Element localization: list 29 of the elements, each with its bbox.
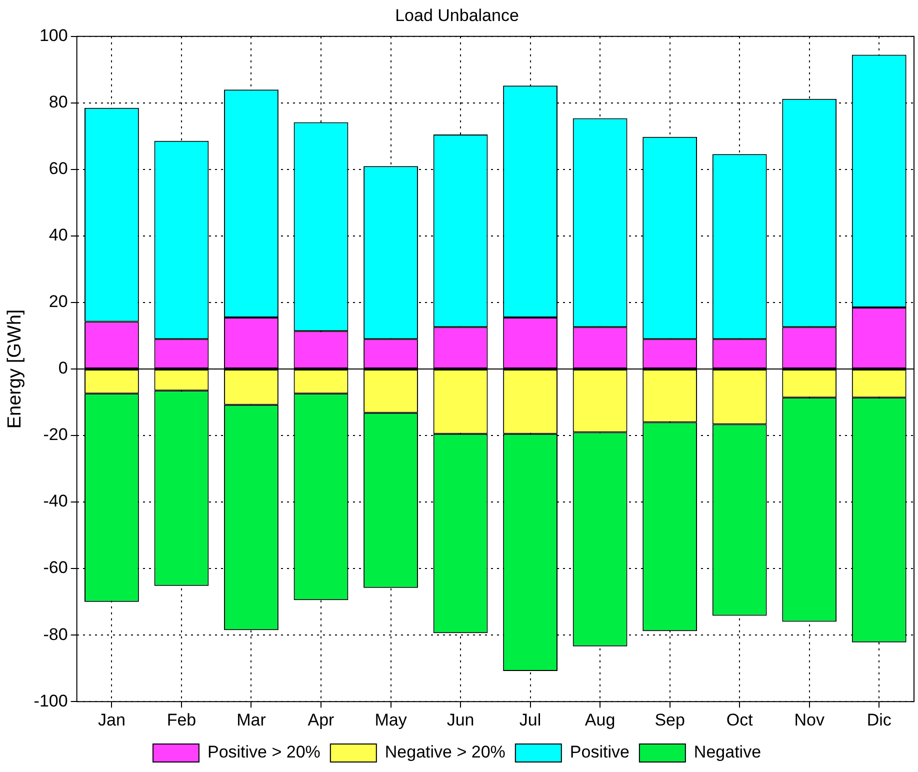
x-tick-label: Jul	[519, 710, 542, 730]
legend-label: Negative	[694, 742, 762, 762]
x-tick-label: Oct	[726, 710, 754, 730]
legend-label: Positive	[570, 742, 630, 762]
chart-title: Load Unbalance	[395, 6, 519, 25]
y-tick-label: 40	[48, 226, 68, 245]
x-tick-label: May	[374, 710, 408, 730]
x-tick-label: Nov	[794, 710, 825, 730]
y-tick-label: 100	[39, 26, 68, 46]
x-tick-label: Dic	[866, 710, 892, 730]
y-tick-label: -40	[43, 492, 68, 511]
x-tick-label: Jun	[446, 710, 474, 730]
y-tick-label: -80	[43, 624, 68, 644]
y-axis-title: Energy [GWh]	[4, 309, 26, 429]
y-tick-label: -60	[43, 558, 68, 578]
x-tick-label: Jan	[98, 710, 126, 730]
y-tick-label: 20	[48, 292, 68, 312]
y-tick-label: -20	[43, 425, 68, 444]
y-tick-label: 60	[48, 159, 68, 178]
legend-label: Positive > 20%	[207, 742, 320, 762]
y-tick-label: 0	[58, 358, 68, 378]
legend-label: Negative > 20%	[384, 742, 506, 762]
x-tick-label: Mar	[236, 710, 266, 730]
x-tick-label: Sep	[654, 710, 685, 730]
y-tick-label: -100	[34, 691, 68, 710]
x-tick-label: Aug	[584, 710, 616, 730]
y-tick-label: 80	[48, 92, 68, 112]
x-tick-label: Feb	[166, 710, 196, 730]
x-tick-label: Apr	[308, 710, 335, 730]
